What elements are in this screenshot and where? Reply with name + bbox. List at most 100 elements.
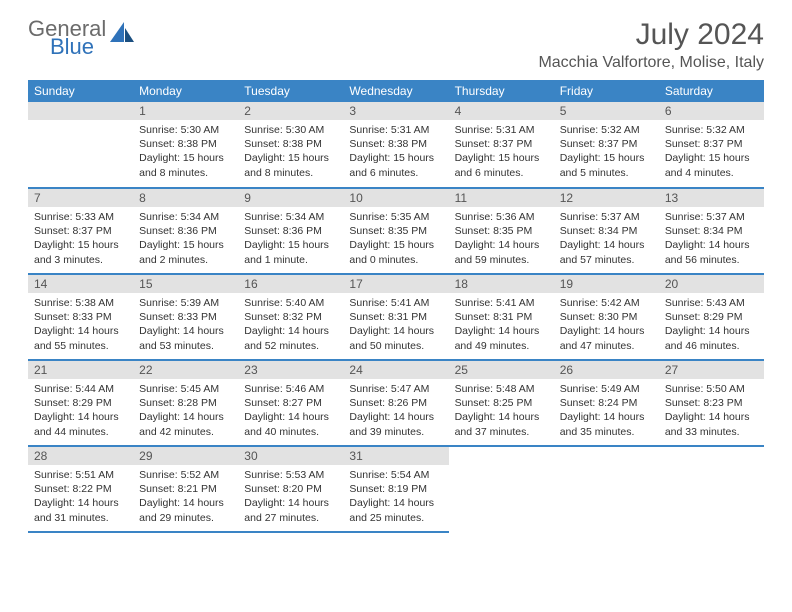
day-body: Sunrise: 5:32 AMSunset: 8:37 PMDaylight:… (659, 120, 764, 184)
day-body: Sunrise: 5:41 AMSunset: 8:31 PMDaylight:… (343, 293, 448, 357)
day-number (449, 447, 554, 465)
calendar-day-cell: 7Sunrise: 5:33 AMSunset: 8:37 PMDaylight… (28, 188, 133, 274)
calendar-day-cell: 20Sunrise: 5:43 AMSunset: 8:29 PMDayligh… (659, 274, 764, 360)
calendar-day-cell: 23Sunrise: 5:46 AMSunset: 8:27 PMDayligh… (238, 360, 343, 446)
day-body: Sunrise: 5:34 AMSunset: 8:36 PMDaylight:… (133, 207, 238, 271)
calendar-day-cell (449, 446, 554, 532)
logo-sail-icon (110, 22, 136, 51)
day-number: 4 (449, 102, 554, 120)
day-body: Sunrise: 5:46 AMSunset: 8:27 PMDaylight:… (238, 379, 343, 443)
weekday-header-row: Sunday Monday Tuesday Wednesday Thursday… (28, 80, 764, 102)
calendar-day-cell: 21Sunrise: 5:44 AMSunset: 8:29 PMDayligh… (28, 360, 133, 446)
day-number: 18 (449, 275, 554, 293)
calendar-day-cell: 14Sunrise: 5:38 AMSunset: 8:33 PMDayligh… (28, 274, 133, 360)
calendar-day-cell: 12Sunrise: 5:37 AMSunset: 8:34 PMDayligh… (554, 188, 659, 274)
day-number: 1 (133, 102, 238, 120)
calendar-day-cell: 2Sunrise: 5:30 AMSunset: 8:38 PMDaylight… (238, 102, 343, 188)
day-number: 3 (343, 102, 448, 120)
day-number: 12 (554, 189, 659, 207)
day-body: Sunrise: 5:37 AMSunset: 8:34 PMDaylight:… (659, 207, 764, 271)
day-number: 22 (133, 361, 238, 379)
calendar-day-cell: 4Sunrise: 5:31 AMSunset: 8:37 PMDaylight… (449, 102, 554, 188)
calendar-day-cell: 8Sunrise: 5:34 AMSunset: 8:36 PMDaylight… (133, 188, 238, 274)
calendar-day-cell: 24Sunrise: 5:47 AMSunset: 8:26 PMDayligh… (343, 360, 448, 446)
day-body: Sunrise: 5:39 AMSunset: 8:33 PMDaylight:… (133, 293, 238, 357)
day-body: Sunrise: 5:42 AMSunset: 8:30 PMDaylight:… (554, 293, 659, 357)
calendar-week-row: 28Sunrise: 5:51 AMSunset: 8:22 PMDayligh… (28, 446, 764, 532)
day-number: 9 (238, 189, 343, 207)
day-body: Sunrise: 5:30 AMSunset: 8:38 PMDaylight:… (238, 120, 343, 184)
day-body: Sunrise: 5:52 AMSunset: 8:21 PMDaylight:… (133, 465, 238, 529)
weekday-header: Friday (554, 80, 659, 102)
day-number: 5 (554, 102, 659, 120)
logo-text-blue: Blue (50, 36, 106, 58)
day-number (659, 447, 764, 465)
calendar-day-cell: 1Sunrise: 5:30 AMSunset: 8:38 PMDaylight… (133, 102, 238, 188)
calendar-week-row: 1Sunrise: 5:30 AMSunset: 8:38 PMDaylight… (28, 102, 764, 188)
day-number: 23 (238, 361, 343, 379)
day-number: 29 (133, 447, 238, 465)
weekday-header: Wednesday (343, 80, 448, 102)
calendar-day-cell: 16Sunrise: 5:40 AMSunset: 8:32 PMDayligh… (238, 274, 343, 360)
calendar-day-cell: 6Sunrise: 5:32 AMSunset: 8:37 PMDaylight… (659, 102, 764, 188)
calendar-day-cell: 30Sunrise: 5:53 AMSunset: 8:20 PMDayligh… (238, 446, 343, 532)
day-number: 24 (343, 361, 448, 379)
day-number: 28 (28, 447, 133, 465)
calendar-table: Sunday Monday Tuesday Wednesday Thursday… (28, 80, 764, 533)
calendar-week-row: 14Sunrise: 5:38 AMSunset: 8:33 PMDayligh… (28, 274, 764, 360)
day-number: 15 (133, 275, 238, 293)
day-body: Sunrise: 5:38 AMSunset: 8:33 PMDaylight:… (28, 293, 133, 357)
day-number: 13 (659, 189, 764, 207)
weekday-header: Sunday (28, 80, 133, 102)
day-number: 30 (238, 447, 343, 465)
day-number: 14 (28, 275, 133, 293)
calendar-day-cell: 10Sunrise: 5:35 AMSunset: 8:35 PMDayligh… (343, 188, 448, 274)
day-body: Sunrise: 5:51 AMSunset: 8:22 PMDaylight:… (28, 465, 133, 529)
day-body: Sunrise: 5:50 AMSunset: 8:23 PMDaylight:… (659, 379, 764, 443)
day-body: Sunrise: 5:40 AMSunset: 8:32 PMDaylight:… (238, 293, 343, 357)
calendar-day-cell (659, 446, 764, 532)
day-body: Sunrise: 5:32 AMSunset: 8:37 PMDaylight:… (554, 120, 659, 184)
day-number: 17 (343, 275, 448, 293)
month-title: July 2024 (538, 18, 764, 52)
day-number: 8 (133, 189, 238, 207)
calendar-day-cell: 28Sunrise: 5:51 AMSunset: 8:22 PMDayligh… (28, 446, 133, 532)
calendar-day-cell: 31Sunrise: 5:54 AMSunset: 8:19 PMDayligh… (343, 446, 448, 532)
calendar-day-cell: 19Sunrise: 5:42 AMSunset: 8:30 PMDayligh… (554, 274, 659, 360)
day-body: Sunrise: 5:43 AMSunset: 8:29 PMDaylight:… (659, 293, 764, 357)
day-number: 21 (28, 361, 133, 379)
weekday-header: Monday (133, 80, 238, 102)
calendar-day-cell: 18Sunrise: 5:41 AMSunset: 8:31 PMDayligh… (449, 274, 554, 360)
day-body: Sunrise: 5:34 AMSunset: 8:36 PMDaylight:… (238, 207, 343, 271)
calendar-day-cell: 13Sunrise: 5:37 AMSunset: 8:34 PMDayligh… (659, 188, 764, 274)
calendar-day-cell: 25Sunrise: 5:48 AMSunset: 8:25 PMDayligh… (449, 360, 554, 446)
location-subtitle: Macchia Valfortore, Molise, Italy (538, 54, 764, 72)
calendar-day-cell (554, 446, 659, 532)
day-body: Sunrise: 5:45 AMSunset: 8:28 PMDaylight:… (133, 379, 238, 443)
calendar-day-cell: 5Sunrise: 5:32 AMSunset: 8:37 PMDaylight… (554, 102, 659, 188)
day-number: 19 (554, 275, 659, 293)
weekday-header: Tuesday (238, 80, 343, 102)
calendar-week-row: 7Sunrise: 5:33 AMSunset: 8:37 PMDaylight… (28, 188, 764, 274)
day-number: 27 (659, 361, 764, 379)
day-body: Sunrise: 5:49 AMSunset: 8:24 PMDaylight:… (554, 379, 659, 443)
day-number: 6 (659, 102, 764, 120)
day-number (28, 102, 133, 120)
title-block: July 2024 Macchia Valfortore, Molise, It… (538, 18, 764, 72)
calendar-day-cell (28, 102, 133, 188)
weekday-header: Saturday (659, 80, 764, 102)
day-body: Sunrise: 5:35 AMSunset: 8:35 PMDaylight:… (343, 207, 448, 271)
calendar-day-cell: 17Sunrise: 5:41 AMSunset: 8:31 PMDayligh… (343, 274, 448, 360)
logo: General Blue (28, 18, 136, 58)
day-number: 2 (238, 102, 343, 120)
day-body: Sunrise: 5:36 AMSunset: 8:35 PMDaylight:… (449, 207, 554, 271)
day-number: 26 (554, 361, 659, 379)
calendar-day-cell: 9Sunrise: 5:34 AMSunset: 8:36 PMDaylight… (238, 188, 343, 274)
calendar-day-cell: 26Sunrise: 5:49 AMSunset: 8:24 PMDayligh… (554, 360, 659, 446)
day-body: Sunrise: 5:31 AMSunset: 8:37 PMDaylight:… (449, 120, 554, 184)
day-body: Sunrise: 5:37 AMSunset: 8:34 PMDaylight:… (554, 207, 659, 271)
day-number: 11 (449, 189, 554, 207)
day-body: Sunrise: 5:48 AMSunset: 8:25 PMDaylight:… (449, 379, 554, 443)
day-body: Sunrise: 5:41 AMSunset: 8:31 PMDaylight:… (449, 293, 554, 357)
header: General Blue July 2024 Macchia Valfortor… (28, 18, 764, 72)
